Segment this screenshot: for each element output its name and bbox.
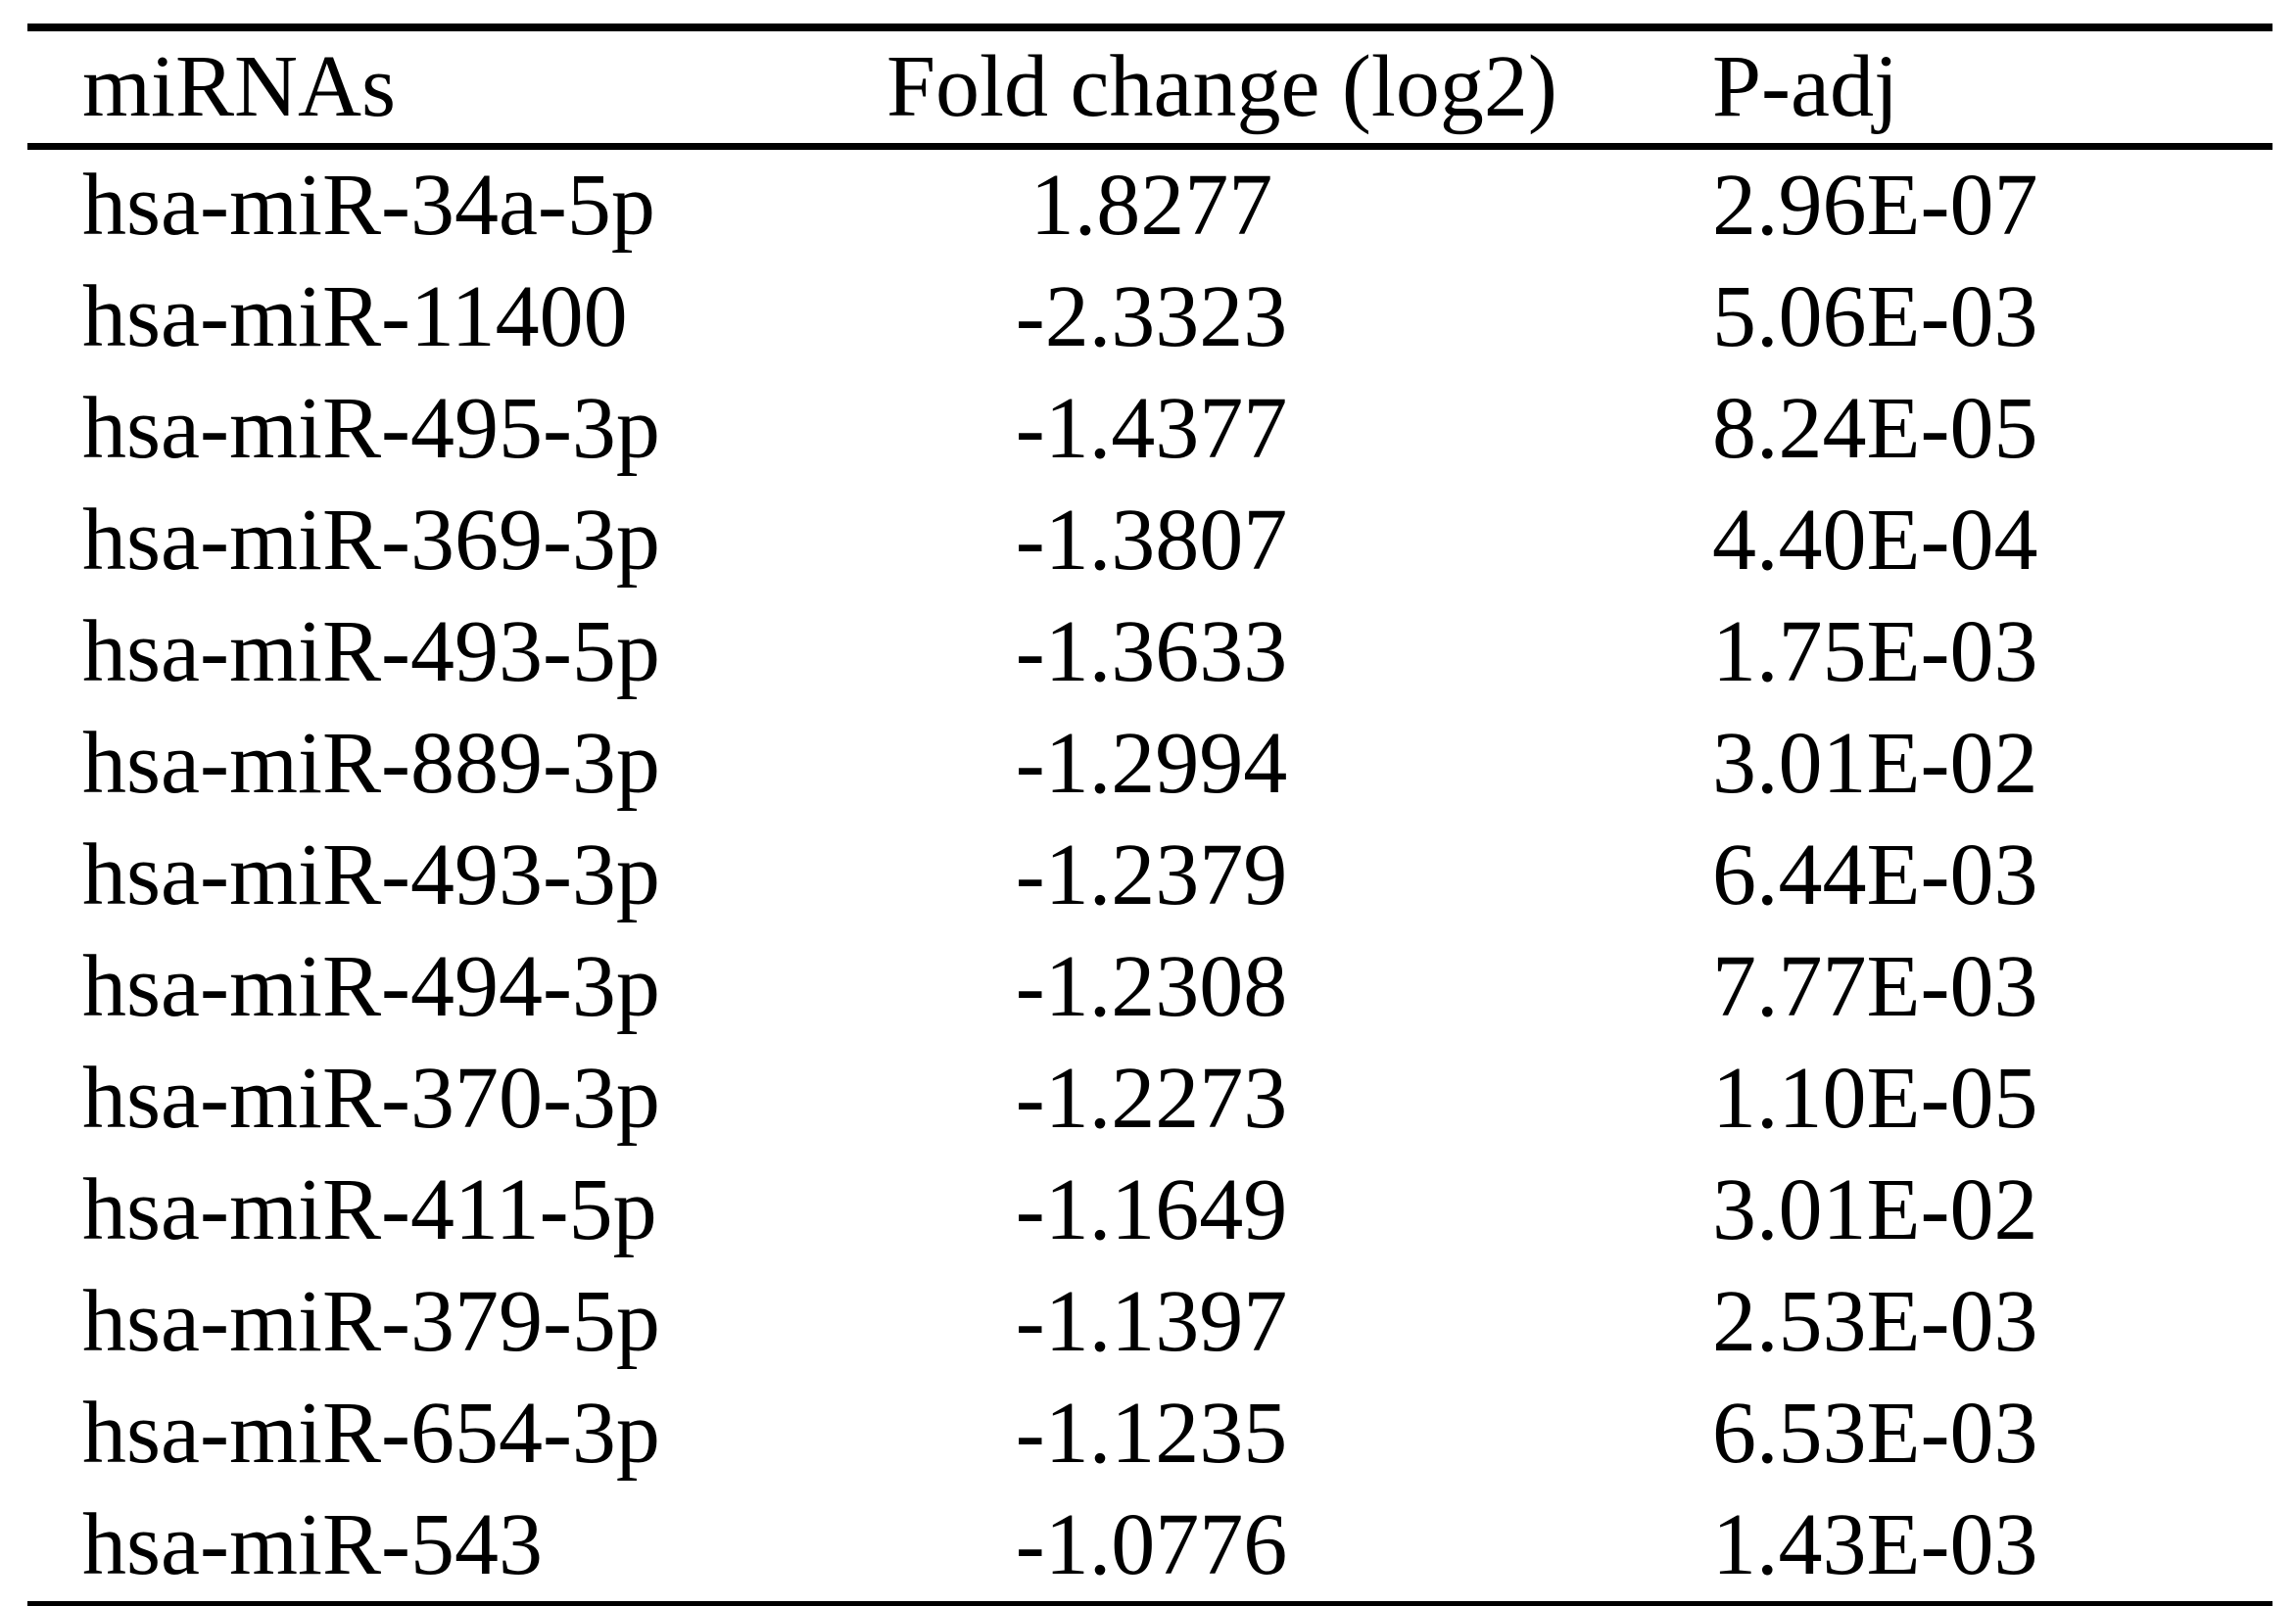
fold-change-cell: -1.4377 — [1015, 380, 1288, 477]
fold-change-cell: -1.2379 — [1015, 827, 1288, 923]
fold-change-cell: -2.3323 — [1015, 268, 1288, 365]
fold-change-cell: -1.3633 — [1015, 603, 1288, 700]
mirna-cell: hsa-miR-34a-5p — [82, 157, 655, 254]
padj-cell: 2.96E-07 — [1712, 157, 2038, 254]
table-row: hsa-miR-543 -1.0776 1.43E-03 — [27, 1489, 2272, 1605]
table-row: hsa-miR-11400 -2.3323 5.06E-03 — [27, 261, 2272, 373]
fold-change-cell: -1.3807 — [1015, 492, 1288, 589]
padj-cell: 1.10E-05 — [1712, 1050, 2038, 1147]
padj-cell: 4.40E-04 — [1712, 492, 2038, 589]
header-p-adj: P-adj — [1557, 27, 2272, 150]
fold-change-cell: -1.1397 — [1015, 1273, 1288, 1370]
header-fold-change: Fold change (log2) — [862, 27, 1557, 150]
mirna-cell: hsa-miR-543 — [82, 1496, 543, 1593]
fold-change-cell: -1.2308 — [1015, 938, 1288, 1035]
table-row: hsa-miR-411-5p -1.1649 3.01E-02 — [27, 1155, 2272, 1266]
mirna-cell: hsa-miR-493-3p — [82, 827, 660, 923]
fold-change-cell: -1.2273 — [1015, 1050, 1288, 1147]
mirna-cell: hsa-miR-411-5p — [82, 1161, 657, 1258]
padj-cell: 2.53E-03 — [1712, 1273, 2038, 1370]
mirna-results-table: miRNAs Fold change (log2) P-adj hsa-miR-… — [27, 24, 2272, 1606]
table-row: hsa-miR-34a-5p 1.8277 2.96E-07 — [27, 147, 2272, 262]
table-row: hsa-miR-370-3p -1.2273 1.10E-05 — [27, 1043, 2272, 1155]
mirna-cell: hsa-miR-369-3p — [82, 492, 660, 589]
mirna-cell: hsa-miR-495-3p — [82, 380, 660, 477]
mirna-cell: hsa-miR-654-3p — [82, 1385, 660, 1482]
fold-change-cell: -1.0776 — [1015, 1496, 1288, 1593]
fold-change-cell: -1.2994 — [1015, 715, 1288, 812]
padj-cell: 3.01E-02 — [1712, 715, 2038, 812]
table-row: hsa-miR-369-3p -1.3807 4.40E-04 — [27, 485, 2272, 596]
fold-change-cell: -1.1649 — [1015, 1161, 1288, 1258]
mirna-cell: hsa-miR-493-5p — [82, 603, 660, 700]
mirna-cell: hsa-miR-370-3p — [82, 1050, 660, 1147]
header-mirnas: miRNAs — [27, 27, 862, 150]
padj-cell: 1.75E-03 — [1712, 603, 2038, 700]
table-row: hsa-miR-493-3p -1.2379 6.44E-03 — [27, 820, 2272, 931]
mirna-cell: hsa-miR-11400 — [82, 268, 628, 365]
padj-cell: 6.44E-03 — [1712, 827, 2038, 923]
table-row: hsa-miR-495-3p -1.4377 8.24E-05 — [27, 373, 2272, 485]
padj-cell: 8.24E-05 — [1712, 380, 2038, 477]
table-body: hsa-miR-34a-5p 1.8277 2.96E-07 hsa-miR-1… — [27, 147, 2272, 1605]
table-row: hsa-miR-654-3p -1.1235 6.53E-03 — [27, 1378, 2272, 1489]
table-row: hsa-miR-494-3p -1.2308 7.77E-03 — [27, 931, 2272, 1043]
padj-cell: 5.06E-03 — [1712, 268, 2038, 365]
table-header-row: miRNAs Fold change (log2) P-adj — [27, 27, 2272, 150]
table-row: hsa-miR-379-5p -1.1397 2.53E-03 — [27, 1266, 2272, 1378]
padj-cell: 7.77E-03 — [1712, 938, 2038, 1035]
fold-change-cell: -1.1235 — [1015, 1385, 1288, 1482]
table-header: miRNAs Fold change (log2) P-adj — [27, 27, 2272, 150]
fold-change-cell: 1.8277 — [1029, 157, 1273, 254]
table-row: hsa-miR-493-5p -1.3633 1.75E-03 — [27, 596, 2272, 708]
table-row: hsa-miR-889-3p -1.2994 3.01E-02 — [27, 708, 2272, 820]
mirna-cell: hsa-miR-379-5p — [82, 1273, 660, 1370]
mirna-cell: hsa-miR-889-3p — [82, 715, 660, 812]
padj-cell: 3.01E-02 — [1712, 1161, 2038, 1258]
padj-cell: 6.53E-03 — [1712, 1385, 2038, 1482]
padj-cell: 1.43E-03 — [1712, 1496, 2038, 1593]
mirna-cell: hsa-miR-494-3p — [82, 938, 660, 1035]
